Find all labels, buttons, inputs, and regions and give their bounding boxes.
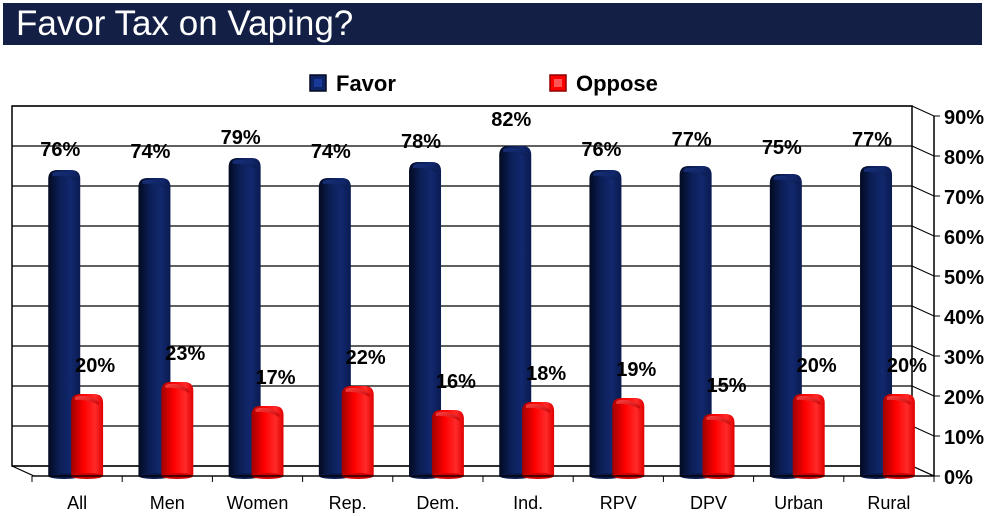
bar-favor-cap [503, 147, 528, 157]
bar-oppose-cap [345, 387, 370, 397]
bar-oppose-label: 23% [165, 343, 205, 365]
legend-label-favor: Favor [336, 71, 396, 96]
bar-oppose-label: 20% [75, 355, 115, 377]
x-tick-label: Rep. [329, 493, 367, 513]
bar-favor-cap [864, 167, 889, 177]
bar-oppose-label: 22% [346, 347, 386, 369]
bar-favor-label: 75% [762, 137, 802, 159]
bar-oppose-label: 20% [797, 355, 837, 377]
bar-oppose-cap [706, 415, 731, 425]
bar-oppose-cap [796, 395, 821, 405]
bar-favor [679, 166, 712, 476]
bar-oppose-label: 18% [526, 363, 566, 385]
bar-favor [228, 158, 261, 476]
bar-favor-cap [683, 167, 708, 177]
bar-oppose [161, 382, 194, 476]
bar-favor-label: 76% [40, 139, 80, 161]
bar-oppose [431, 410, 464, 476]
bar-favor-label: 78% [401, 131, 441, 153]
legend-swatch-highlight [314, 79, 322, 87]
gridline-depth [911, 225, 935, 237]
bar-favor-cap [322, 179, 347, 189]
bar-favor-label: 74% [130, 141, 170, 163]
bar-oppose [522, 402, 555, 476]
bar-oppose-label: 20% [887, 355, 927, 377]
y-tick-label: 80% [944, 147, 984, 169]
bar-oppose-cap [886, 395, 911, 405]
bar-oppose-label: 16% [436, 371, 476, 393]
bar-favor [499, 146, 532, 476]
bar-favor-cap [232, 159, 257, 169]
bar-oppose-label: 15% [706, 375, 746, 397]
bar-favor-cap [142, 179, 167, 189]
x-tick-label: Men [150, 493, 185, 513]
bar-oppose-label: 17% [255, 367, 295, 389]
gridline-depth [911, 385, 935, 397]
y-tick-label: 90% [944, 107, 984, 129]
bar-favor-cap [773, 175, 798, 185]
bar-oppose-cap [435, 411, 460, 421]
bar-favor [409, 162, 442, 476]
bar-oppose-cap [616, 399, 641, 409]
x-tick-label: Urban [774, 493, 823, 513]
y-tick-label: 40% [944, 307, 984, 329]
bar-oppose [612, 398, 645, 476]
bar-oppose-label: 19% [616, 359, 656, 381]
bar-oppose-cap [255, 407, 280, 417]
bar-oppose [341, 386, 374, 476]
bar-oppose-cap [526, 403, 551, 413]
gridline-depth [911, 105, 935, 117]
y-tick-label: 50% [944, 267, 984, 289]
x-tick-label: Women [227, 493, 289, 513]
x-tick-label: Dem. [416, 493, 459, 513]
x-tick-label: Ind. [513, 493, 543, 513]
bar-favor-cap [593, 171, 618, 181]
x-tick-label: Rural [867, 493, 910, 513]
title-bar: Favor Tax on Vaping? [3, 3, 982, 45]
bar-oppose [882, 394, 915, 476]
chart-title: Favor Tax on Vaping? [16, 4, 354, 43]
bar-favor-label: 77% [672, 129, 712, 151]
bar-favor-cap [52, 171, 77, 181]
gridline-depth [911, 185, 935, 197]
bar-favor-label: 74% [311, 141, 351, 163]
gridline-depth [911, 345, 935, 357]
x-tick-label: All [67, 493, 87, 513]
bar-favor-label: 77% [852, 129, 892, 151]
bar-oppose [251, 406, 284, 476]
legend-item-oppose: Oppose [549, 71, 658, 96]
y-tick-label: 0% [944, 467, 973, 489]
x-tick-label: DPV [690, 493, 727, 513]
bar-oppose-cap [165, 383, 190, 393]
y-tick-label: 20% [944, 387, 984, 409]
y-tick-label: 60% [944, 227, 984, 249]
bar-oppose-cap [75, 395, 100, 405]
y-tick-label: 30% [944, 347, 984, 369]
bar-oppose [71, 394, 104, 476]
gridline-depth [911, 265, 935, 277]
legend-item-favor: Favor [309, 71, 396, 96]
bar-favor [589, 170, 622, 476]
gridline-depth [911, 425, 935, 437]
bar-oppose [792, 394, 825, 476]
legend-label-oppose: Oppose [576, 71, 658, 96]
y-tick-label: 70% [944, 187, 984, 209]
bar-favor-cap [413, 163, 438, 173]
legend-swatch-highlight [554, 79, 562, 87]
bar-oppose [702, 414, 735, 476]
y-tick-label: 10% [944, 427, 984, 449]
bar-favor-label: 76% [581, 139, 621, 161]
x-tick-label: RPV [600, 493, 637, 513]
gridline-depth [911, 305, 935, 317]
bar-favor-label: 79% [221, 127, 261, 149]
bar-favor-label: 82% [491, 109, 531, 131]
gridline-depth [911, 145, 935, 157]
